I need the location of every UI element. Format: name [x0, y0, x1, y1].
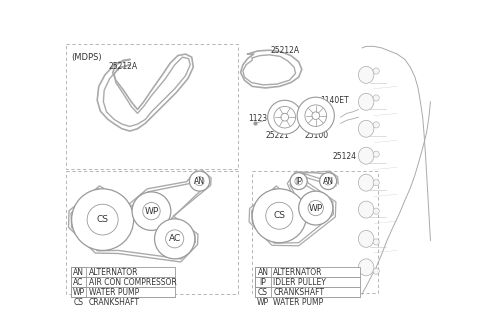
Circle shape	[155, 219, 195, 259]
Bar	[255, 277, 271, 287]
Circle shape	[132, 192, 171, 230]
Text: AIR CON COMPRESSOR: AIR CON COMPRESSOR	[89, 278, 177, 287]
Text: 25221: 25221	[265, 131, 289, 140]
Circle shape	[373, 208, 379, 214]
Bar	[71, 287, 176, 297]
Text: WP: WP	[257, 298, 269, 307]
Bar	[71, 267, 176, 277]
Bar	[71, 297, 176, 308]
Ellipse shape	[359, 66, 374, 83]
Circle shape	[268, 100, 302, 134]
Circle shape	[281, 113, 288, 121]
Circle shape	[373, 180, 379, 186]
Text: WP: WP	[144, 207, 158, 216]
Circle shape	[373, 268, 379, 274]
Text: CS: CS	[73, 298, 84, 307]
Ellipse shape	[359, 147, 374, 164]
Circle shape	[373, 122, 379, 128]
Circle shape	[373, 95, 379, 101]
Bar	[71, 267, 86, 277]
Circle shape	[274, 107, 296, 128]
Text: IP: IP	[295, 177, 302, 186]
Text: AC: AC	[73, 278, 84, 287]
Text: 25212A: 25212A	[108, 62, 137, 71]
Text: WP: WP	[72, 288, 84, 297]
Text: WATER PUMP: WATER PUMP	[89, 288, 139, 297]
Text: WP: WP	[309, 204, 323, 213]
Circle shape	[305, 105, 326, 126]
Bar	[255, 267, 360, 277]
Text: CS: CS	[96, 215, 108, 224]
Text: (MDPS): (MDPS)	[71, 53, 101, 62]
Circle shape	[324, 177, 332, 185]
Circle shape	[373, 239, 379, 245]
Text: 1140ET: 1140ET	[321, 95, 349, 105]
Circle shape	[72, 189, 133, 250]
Circle shape	[166, 230, 184, 248]
Text: AN: AN	[258, 268, 268, 277]
Circle shape	[297, 97, 335, 134]
Circle shape	[143, 202, 160, 220]
Circle shape	[190, 171, 210, 191]
Circle shape	[373, 151, 379, 157]
Text: ALTERNATOR: ALTERNATOR	[89, 268, 138, 277]
Text: CS: CS	[273, 211, 285, 220]
Ellipse shape	[359, 201, 374, 218]
Circle shape	[299, 191, 333, 225]
Text: CS: CS	[258, 288, 268, 297]
Bar	[71, 297, 86, 308]
Bar	[255, 297, 271, 308]
Text: ALTERNATOR: ALTERNATOR	[273, 268, 323, 277]
Circle shape	[195, 177, 204, 186]
Circle shape	[295, 177, 302, 185]
Circle shape	[290, 173, 307, 190]
Ellipse shape	[359, 230, 374, 247]
Text: AC: AC	[168, 234, 181, 243]
Circle shape	[373, 68, 379, 74]
Bar	[255, 287, 360, 297]
Ellipse shape	[359, 259, 374, 276]
Text: AN: AN	[73, 268, 84, 277]
Bar	[66, 171, 238, 294]
Bar	[255, 267, 271, 277]
Ellipse shape	[359, 174, 374, 191]
Text: 25100: 25100	[305, 131, 329, 140]
Text: CRANKSHAFT: CRANKSHAFT	[273, 288, 324, 297]
Text: 1123GG: 1123GG	[248, 114, 279, 123]
Bar	[255, 287, 271, 297]
Circle shape	[252, 189, 306, 243]
Circle shape	[320, 173, 336, 190]
Text: IP: IP	[260, 278, 266, 287]
Text: 25124: 25124	[333, 152, 357, 161]
Text: IDLER PULLEY: IDLER PULLEY	[273, 278, 326, 287]
Text: 25212A: 25212A	[270, 46, 300, 55]
Bar	[71, 277, 86, 287]
Bar	[255, 297, 360, 308]
Ellipse shape	[359, 93, 374, 110]
Bar	[66, 44, 238, 169]
Bar	[255, 277, 360, 287]
Text: AN: AN	[323, 177, 334, 186]
Text: AN: AN	[194, 177, 205, 186]
Text: CRANKSHAFT: CRANKSHAFT	[89, 298, 140, 307]
Text: WATER PUMP: WATER PUMP	[273, 298, 324, 307]
Bar	[71, 287, 86, 297]
Circle shape	[87, 204, 118, 235]
Bar	[71, 277, 176, 287]
Circle shape	[308, 200, 324, 216]
Ellipse shape	[359, 120, 374, 137]
Bar	[252, 171, 378, 293]
Circle shape	[312, 112, 320, 120]
Circle shape	[266, 202, 293, 229]
